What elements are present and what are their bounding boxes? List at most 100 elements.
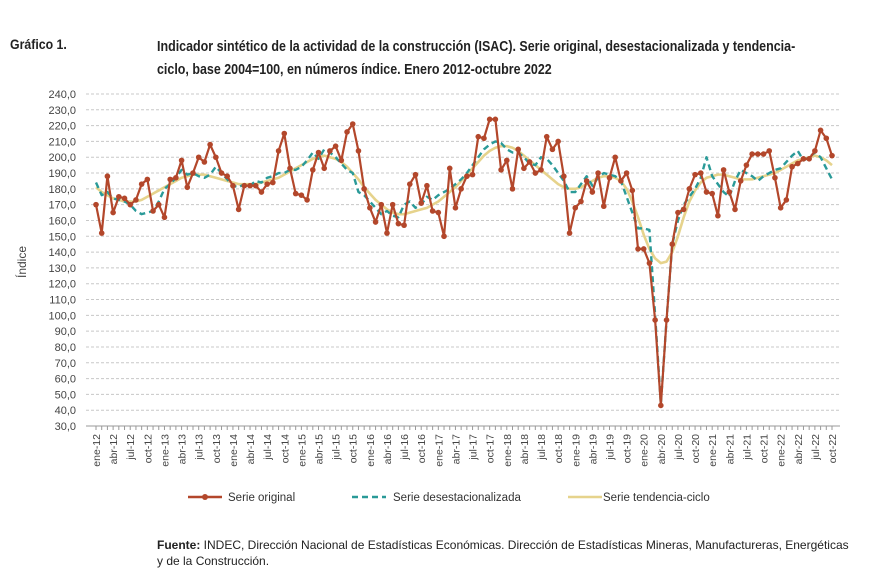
data-point: [247, 182, 253, 189]
data-point: [549, 146, 556, 153]
x-tick-label: oct-21: [759, 434, 771, 463]
data-point: [224, 173, 231, 180]
y-axis-label: Índice: [14, 246, 29, 278]
data-point: [298, 192, 305, 198]
x-tick-label: ene-18: [502, 434, 514, 467]
x-tick-label: jul-22: [810, 434, 822, 461]
y-tick-label: 100,0: [48, 310, 76, 322]
data-point: [190, 170, 196, 176]
y-tick-label: 140,0: [48, 247, 76, 259]
x-tick-label: jul-19: [604, 434, 616, 461]
x-tick-label: ene-21: [707, 434, 719, 467]
data-point: [509, 186, 516, 192]
data-point: [412, 171, 419, 178]
data-point: [401, 222, 407, 229]
legend-marker: [202, 494, 208, 500]
data-point: [384, 230, 390, 236]
data-point: [658, 402, 664, 409]
series-serie-original: [93, 116, 835, 409]
data-point: [361, 186, 367, 192]
y-tick-label: 150,0: [48, 231, 76, 243]
y-tick-label: 190,0: [48, 168, 76, 180]
y-tick-label: 120,0: [48, 279, 76, 291]
data-point: [104, 173, 111, 180]
x-tick-label: jul-17: [468, 434, 480, 461]
legend-label: Serie desestacionalizada: [393, 492, 521, 504]
data-point: [538, 167, 544, 173]
data-point: [355, 148, 362, 154]
data-point: [578, 198, 584, 205]
data-point: [424, 182, 430, 189]
data-point: [686, 186, 693, 192]
data-point: [743, 162, 750, 168]
data-point: [270, 179, 276, 186]
y-tick-label: 180,0: [48, 184, 76, 196]
data-point: [789, 163, 795, 170]
data-point: [235, 206, 242, 213]
data-point: [292, 190, 299, 197]
y-tick-label: 160,0: [48, 215, 76, 227]
x-tick-label: ene-13: [159, 434, 171, 467]
data-point: [783, 197, 790, 203]
data-point: [338, 157, 345, 164]
data-point: [823, 135, 830, 142]
y-tick-label: 90,0: [55, 326, 76, 338]
data-point: [327, 148, 333, 154]
data-point: [806, 156, 812, 162]
data-point: [486, 116, 493, 123]
data-point: [258, 189, 265, 195]
data-point: [777, 205, 784, 211]
data-point: [389, 201, 396, 208]
x-tick-label: ene-17: [433, 434, 445, 467]
data-point: [492, 116, 499, 123]
data-point: [458, 186, 464, 192]
y-axis-ticks: 30,0 40,0 50,0 60,0 70,0 80,0 90,0 100,0 110,0 12…: [48, 89, 76, 433]
data-point: [618, 178, 624, 184]
data-point: [435, 209, 442, 216]
legend-label: Serie original: [228, 492, 295, 504]
y-tick-label: 130,0: [48, 263, 76, 275]
data-point: [150, 208, 156, 214]
data-point: [213, 154, 219, 161]
data-point: [406, 181, 413, 187]
data-point: [640, 246, 647, 252]
chart: 30,0 40,0 50,0 60,0 70,0 80,0 90,0 100,0 110,0 12…: [14, 89, 840, 504]
x-tick-label: abr-16: [382, 434, 394, 465]
x-tick-label: ene-20: [639, 434, 651, 467]
y-tick-label: 200,0: [48, 152, 76, 164]
x-tick-label: oct-19: [622, 434, 634, 463]
data-point: [441, 233, 447, 240]
x-tick-label: abr-17: [450, 434, 462, 465]
data-point: [812, 148, 818, 154]
data-point: [709, 190, 715, 197]
data-point: [703, 189, 710, 195]
data-point: [93, 201, 99, 208]
y-tick-label: 70,0: [55, 358, 76, 370]
y-tick-label: 220,0: [48, 121, 76, 133]
data-point: [555, 138, 561, 145]
data-point: [635, 246, 641, 252]
x-tick-label: ene-19: [570, 434, 582, 467]
data-point: [144, 176, 151, 183]
data-point: [543, 133, 550, 140]
x-tick-label: jul-21: [741, 434, 753, 461]
data-point: [829, 152, 835, 159]
y-tick-label: 210,0: [48, 136, 76, 148]
data-point: [589, 189, 596, 195]
data-point: [332, 143, 339, 149]
data-point: [281, 130, 288, 137]
data-point: [715, 212, 721, 219]
legend-item: Serie original: [188, 492, 295, 504]
data-point: [680, 206, 687, 213]
data-point: [446, 165, 453, 172]
data-point: [378, 201, 385, 208]
data-point: [583, 178, 590, 184]
data-point: [600, 203, 607, 210]
y-tick-label: 170,0: [48, 200, 76, 212]
x-tick-label: oct-16: [416, 434, 428, 463]
data-point: [606, 174, 613, 181]
x-tick-label: abr-22: [793, 434, 805, 465]
data-point: [652, 317, 658, 323]
data-point: [241, 182, 248, 189]
y-tick-label: 240,0: [48, 89, 76, 101]
